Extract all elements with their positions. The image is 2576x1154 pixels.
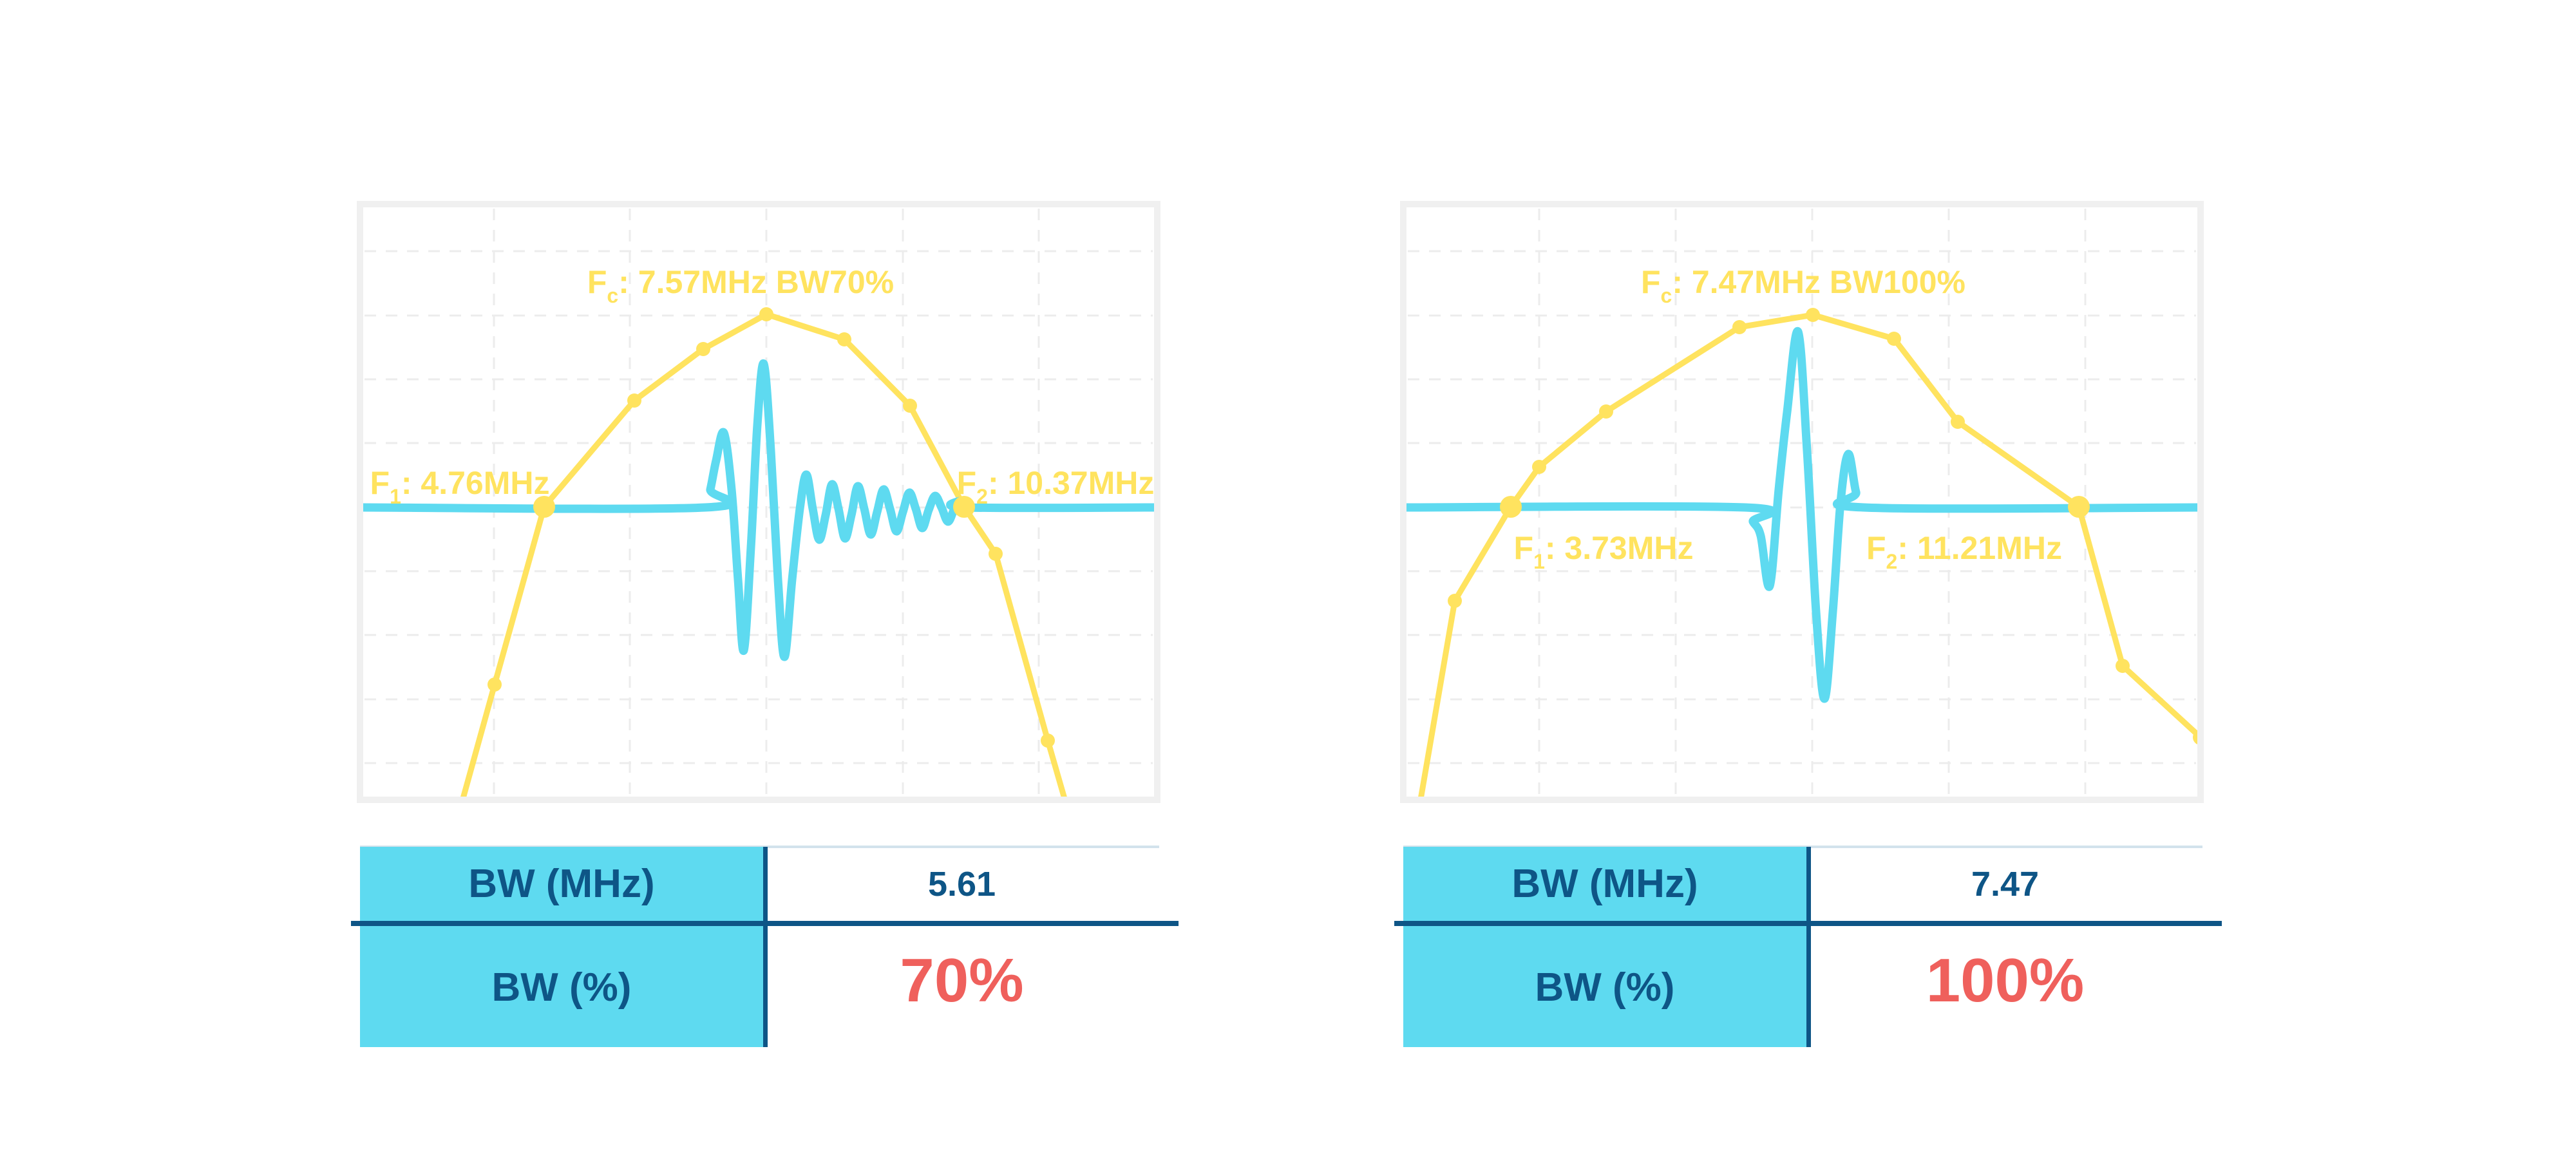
chart-border [357,201,1160,803]
fc-annotation: Fc: 7.57MHz BW70% [587,264,894,307]
spectrum-line [1417,312,2204,803]
chart-svg: Fc: 7.57MHz BW70% F1: 4.76MHz F2: 10.37MHz [357,201,1160,803]
spectrum-line [459,311,1069,803]
f1-annotation: F1: 4.76MHz [370,465,550,508]
pulse-waveform [1402,326,2202,703]
f2-annotation: F2: 11.21MHz [1866,530,2062,573]
bw-mhz-value: 7.47 [1971,864,2040,903]
f1-annotation: F1: 3.73MHz [1514,530,1694,573]
table-header-column [360,847,763,1047]
bw-pct-value: 100% [1926,946,2085,1015]
bandwidth-table-right: BW (MHz) BW (%) 7.47 100% [1394,846,2222,1052]
table-horizontal-divider [1394,921,2222,926]
spectrum-chart-bw70: Fc: 7.57MHz BW70% F1: 4.76MHz F2: 10.37MHz [357,201,1160,803]
spectrum-markers [1448,308,2204,745]
bw-pct-value: 70% [900,946,1024,1015]
spectrum-chart-bw100: Fc: 7.47MHz BW100% F1: 3.73MHz F2: 11.21MH… [1400,201,2204,803]
table-vertical-divider [1806,847,1811,1047]
bw-mhz-label: BW (MHz) [1511,862,1698,906]
f2-annotation: F2: 10.37MHz [957,465,1155,508]
bandwidth-table-left: BW (MHz) BW (%) 5.61 70% [351,846,1179,1052]
spectrum-markers [488,307,1055,748]
chart-svg: Fc: 7.47MHz BW100% F1: 3.73MHz F2: 11.21MH… [1400,201,2204,803]
table-horizontal-divider [351,921,1179,926]
bw-mhz-label: BW (MHz) [468,862,655,906]
bw-pct-label: BW (%) [1535,965,1675,1010]
table-vertical-divider [763,847,768,1047]
pulse-waveform [359,359,1159,661]
fc-annotation: Fc: 7.47MHz BW100% [1641,264,1965,307]
table-header-column [1403,847,1806,1047]
bw-pct-label: BW (%) [491,965,632,1010]
bw-mhz-value: 5.61 [927,864,996,903]
chart-border [1400,201,2204,803]
